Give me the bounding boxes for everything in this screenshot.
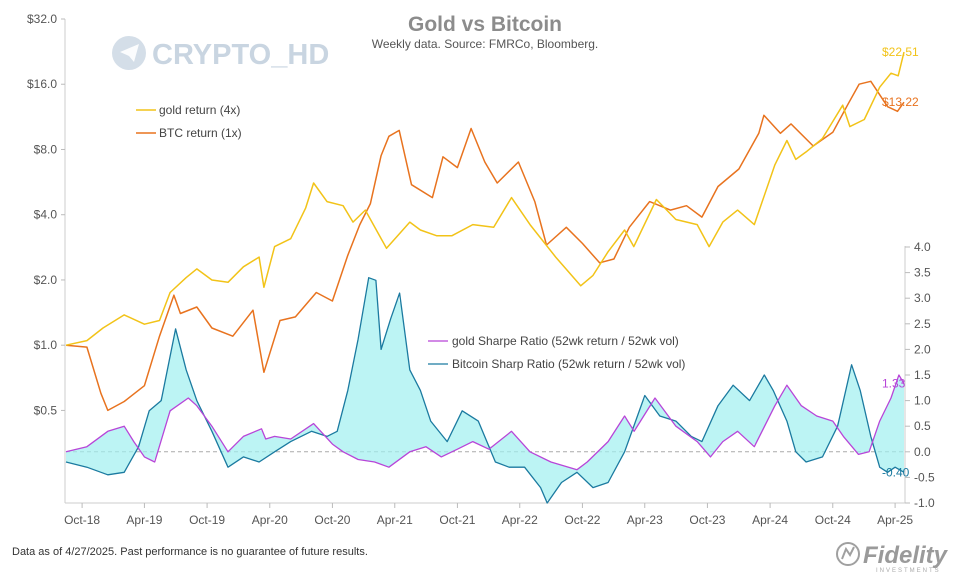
legend-label-gold-return: gold return (4x)	[159, 103, 240, 117]
legend-label-bitcoin-sharpe: Bitcoin Sharp Ratio (52wk return / 52wk …	[452, 357, 685, 371]
end-label-btc-return: $13.22	[882, 95, 919, 109]
x-tick-label: Oct-19	[189, 513, 225, 527]
legend-label-btc-return: BTC return (1x)	[159, 126, 242, 140]
x-tick-label: Oct-18	[64, 513, 100, 527]
right-tick-label: 2.0	[914, 342, 931, 356]
right-tick-label: 2.5	[914, 317, 931, 331]
x-tick-label: Apr-23	[627, 513, 663, 527]
upper-legend: gold return (4x) BTC return (1x)	[136, 103, 242, 140]
right-tick-label: 4.0	[914, 240, 931, 254]
right-tick-label: 0.5	[914, 419, 931, 433]
x-axis-ticks: Oct-18 Apr-19 Oct-19 Apr-20 Oct-20 Apr-21 Oct-…	[64, 503, 913, 527]
right-tick-label: 1.5	[914, 368, 931, 382]
left-tick-label: $1.0	[34, 338, 58, 352]
end-label-bitcoin-sharpe: -0.40	[882, 465, 910, 479]
x-tick-label: Apr-22	[502, 513, 538, 527]
left-tick-label: $32.0	[27, 12, 57, 26]
watermark-text: CRYPTO_HD	[152, 39, 329, 71]
fidelity-logo: Fidelity INVESTMENTS	[836, 542, 949, 574]
right-tick-label: 1.0	[914, 394, 931, 408]
gold-return-line	[65, 51, 905, 346]
brand-tagline: INVESTMENTS	[876, 568, 941, 574]
bitcoin-sharpe-line	[65, 277, 905, 504]
watermark: CRYPTO_HD	[112, 36, 329, 71]
fidelity-mark-icon	[836, 542, 860, 566]
x-tick-label: Apr-25	[877, 513, 913, 527]
right-tick-label: -0.5	[914, 470, 935, 484]
x-tick-label: Oct-23	[689, 513, 725, 527]
left-tick-label: $16.0	[27, 77, 57, 91]
left-tick-label: $8.0	[34, 142, 58, 156]
x-tick-label: Oct-21	[439, 513, 475, 527]
brand-name: Fidelity	[863, 542, 949, 569]
fidelity-mark-stroke-icon	[841, 546, 855, 560]
left-axis-ticks: $0.5 $1.0 $2.0 $4.0 $8.0 $16.0 $32.0	[27, 12, 65, 417]
x-tick-label: Oct-24	[815, 513, 851, 527]
lower-legend: gold Sharpe Ratio (52wk return / 52wk vo…	[428, 334, 685, 371]
gold-sharpe-line	[65, 374, 905, 471]
end-label-gold-return: $22.51	[882, 45, 919, 59]
x-tick-label: Apr-21	[377, 513, 413, 527]
left-tick-label: $2.0	[34, 273, 58, 287]
right-tick-label: 3.5	[914, 266, 931, 280]
telegram-plane-icon	[120, 44, 139, 62]
chart-title: Gold vs Bitcoin	[408, 13, 562, 36]
right-tick-label: -1.0	[914, 496, 935, 510]
left-tick-label: $0.5	[34, 403, 58, 417]
left-tick-label: $4.0	[34, 208, 58, 222]
right-tick-label: 0.0	[914, 445, 931, 459]
x-tick-label: Apr-19	[126, 513, 162, 527]
x-tick-label: Apr-24	[752, 513, 788, 527]
sharpe-fill-area	[66, 277, 904, 501]
right-axis-ticks: -1.0 -0.5 0.0 0.5 1.0 1.5 2.0 2.5 3.0 3.5 4.0	[905, 240, 935, 510]
x-tick-label: Oct-22	[564, 513, 600, 527]
legend-label-gold-sharpe: gold Sharpe Ratio (52wk return / 52wk vo…	[452, 334, 679, 348]
chart-subtitle: Weekly data. Source: FMRCo, Bloomberg.	[372, 37, 599, 51]
end-label-gold-sharpe: 1.33	[882, 377, 906, 391]
right-tick-label: 3.0	[914, 291, 931, 305]
btc-return-line	[65, 80, 905, 412]
footnote: Data as of 4/27/2025. Past performance i…	[12, 546, 368, 558]
x-tick-label: Oct-20	[314, 513, 350, 527]
x-tick-label: Apr-20	[252, 513, 288, 527]
